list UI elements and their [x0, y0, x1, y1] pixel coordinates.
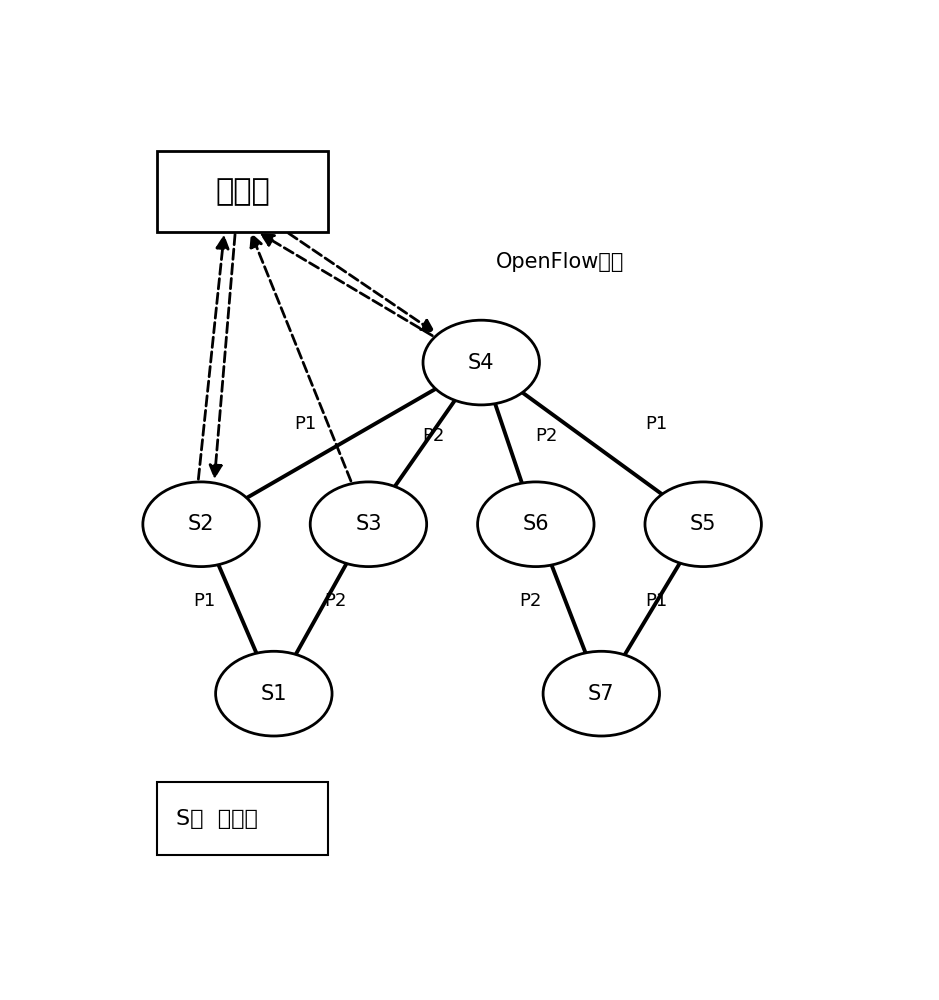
Text: S1: S1	[261, 684, 287, 704]
Text: P2: P2	[519, 592, 542, 610]
Text: P1: P1	[645, 592, 667, 610]
Text: S2: S2	[188, 514, 214, 534]
Text: 控制器: 控制器	[216, 177, 270, 206]
Ellipse shape	[543, 651, 659, 736]
Ellipse shape	[310, 482, 426, 567]
Text: S5: S5	[690, 514, 716, 534]
Text: P2: P2	[535, 427, 558, 445]
Text: P1: P1	[645, 415, 667, 433]
Text: OpenFlow协议: OpenFlow协议	[496, 252, 624, 272]
Text: P2: P2	[423, 427, 445, 445]
Text: P2: P2	[325, 592, 346, 610]
Ellipse shape	[216, 651, 332, 736]
Text: S4: S4	[468, 353, 495, 373]
Text: S7: S7	[588, 684, 614, 704]
Text: S6: S6	[522, 514, 549, 534]
Ellipse shape	[423, 320, 540, 405]
Ellipse shape	[478, 482, 594, 567]
FancyBboxPatch shape	[158, 151, 329, 232]
Ellipse shape	[645, 482, 762, 567]
Text: S3: S3	[355, 514, 381, 534]
Text: P1: P1	[193, 592, 216, 610]
FancyBboxPatch shape	[158, 782, 329, 855]
Text: P1: P1	[294, 415, 316, 433]
Text: S：  交换机: S： 交换机	[176, 809, 257, 829]
Ellipse shape	[143, 482, 259, 567]
